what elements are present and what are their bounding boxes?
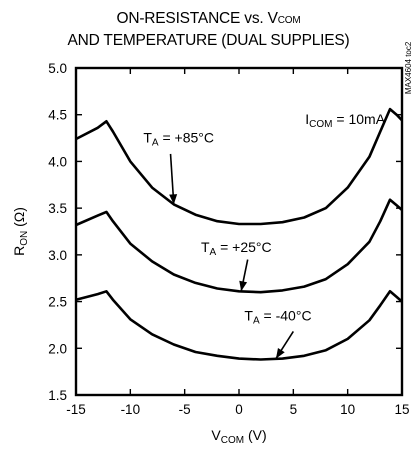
series-label-minus40c: TA = -40°C xyxy=(244,307,311,326)
x-tick-label: 5 xyxy=(290,402,298,417)
x-tick-label: 15 xyxy=(394,402,409,417)
y-tick-label: 1.5 xyxy=(48,388,67,403)
arrow-minus40c xyxy=(275,331,295,359)
arrow-85c xyxy=(169,153,178,205)
y-tick-label: 2.5 xyxy=(48,295,67,310)
x-tick-label: -15 xyxy=(66,402,86,417)
figure-id-watermark: MAX4604 toc2 xyxy=(404,41,413,94)
x-tick-label: 10 xyxy=(340,402,355,417)
condition-label: ICOM = 10mA xyxy=(305,111,385,130)
y-tick-label: 4.5 xyxy=(48,108,67,123)
y-tick-label: 5.0 xyxy=(48,61,67,76)
series-line-25c xyxy=(75,198,403,294)
y-tick-label: 3.0 xyxy=(48,248,67,263)
y-tick-label: 2.0 xyxy=(48,341,67,356)
series-label-85c: TA = +85°C xyxy=(143,130,214,149)
y-tick-label: 4.0 xyxy=(48,154,67,169)
x-tick-label: -10 xyxy=(121,402,141,417)
chart-title-line1: ON-RESISTANCE vs. VCOM xyxy=(0,10,417,28)
y-axis-label: RON (Ω) xyxy=(11,207,30,256)
x-tick-label: 0 xyxy=(235,402,243,417)
chart-title-subscript: COM xyxy=(277,15,301,26)
series-line-85c xyxy=(75,107,403,226)
x-tick-label: -5 xyxy=(179,402,191,417)
series-label-25c: TA = +25°C xyxy=(201,239,272,258)
x-axis-label: VCOM (V) xyxy=(211,427,266,446)
series-line-minus40c xyxy=(75,290,403,361)
chart-title-line2: AND TEMPERATURE (DUAL SUPPLIES) xyxy=(67,32,350,49)
y-tick-label: 3.5 xyxy=(48,201,67,216)
chart-title-main: ON-RESISTANCE vs. V xyxy=(116,10,278,27)
arrow-25c xyxy=(239,259,249,292)
